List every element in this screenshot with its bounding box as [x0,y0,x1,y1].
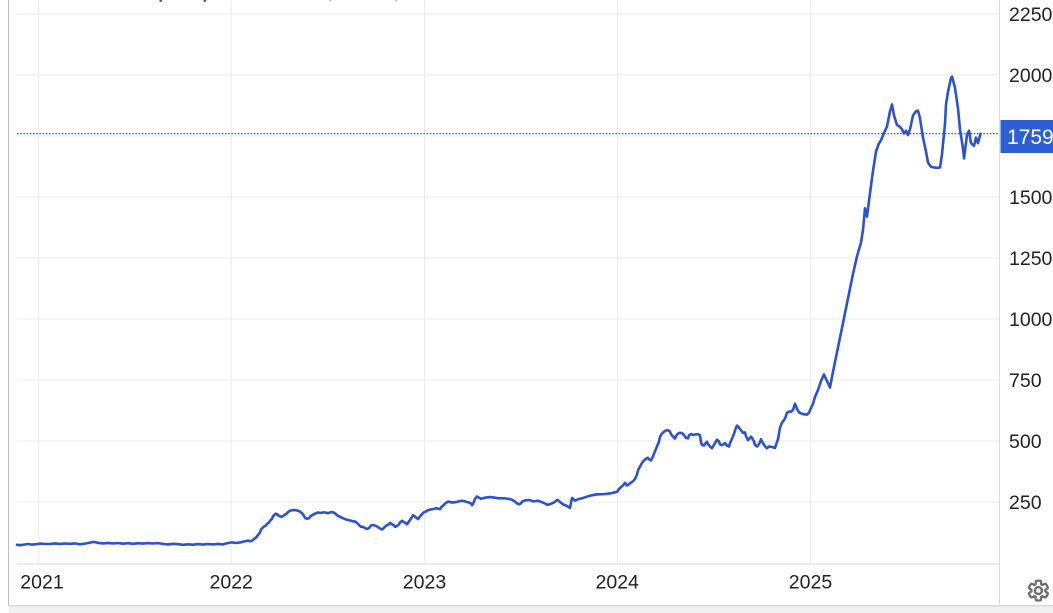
svg-text:750: 750 [1009,370,1042,392]
svg-text:2000: 2000 [1009,65,1053,87]
svg-text:250: 250 [1009,492,1042,514]
svg-text:2250: 2250 [1009,4,1053,26]
svg-text:2022: 2022 [210,572,253,594]
svg-text:2024: 2024 [596,572,640,594]
svg-text:2023: 2023 [403,572,446,594]
svg-text:2021: 2021 [20,572,63,594]
svg-text:500: 500 [1009,431,1042,453]
svg-text:1500: 1500 [1009,187,1053,209]
svg-text:1250: 1250 [1009,248,1053,270]
svg-text:1000: 1000 [1009,309,1053,331]
svg-text:1759.5: 1759.5 [1007,126,1053,149]
svg-text:2025: 2025 [789,572,833,594]
